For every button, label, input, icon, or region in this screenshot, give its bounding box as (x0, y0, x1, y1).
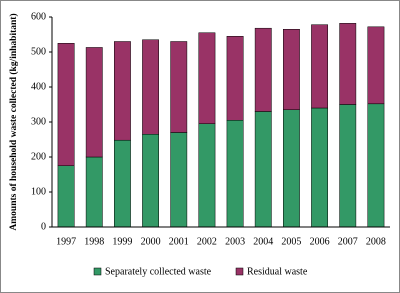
bar-segment (198, 123, 216, 228)
x-tick-label: 2001 (169, 236, 189, 247)
x-tick-label: 2000 (141, 236, 161, 247)
y-axis-label: Amounts of household waste collected (kg… (8, 13, 19, 230)
bar-segment (170, 132, 188, 228)
y-tick-label: 100 (31, 186, 46, 197)
bar-segment (57, 165, 75, 228)
y-tick-label: 600 (31, 11, 46, 22)
bar-segment (367, 103, 385, 228)
bar-segment (170, 41, 188, 133)
x-tick-label: 2006 (310, 236, 330, 247)
bar-segment (85, 47, 103, 158)
bar-segment (226, 36, 244, 121)
bar-segment (142, 134, 160, 228)
legend-swatch (235, 267, 244, 276)
bar-segment (282, 29, 300, 110)
x-tick-label: 1999 (112, 236, 132, 247)
x-tick-label: 2005 (281, 236, 301, 247)
legend-label: Residual waste (247, 266, 308, 277)
bar-segment (282, 109, 300, 228)
bar-segment (198, 32, 216, 124)
legend-label: Separately collected waste (105, 266, 212, 277)
bar-segment (113, 41, 131, 141)
y-tick-label: 0 (41, 221, 46, 232)
bar-segment (311, 107, 329, 228)
bar-segment (57, 43, 75, 166)
x-tick-label: 2002 (197, 236, 217, 247)
bar-segment (254, 27, 272, 112)
y-tick-label: 300 (31, 116, 46, 127)
bar-segment (85, 156, 103, 228)
y-tick-label: 400 (31, 81, 46, 92)
x-tick-label: 2007 (338, 236, 358, 247)
bar-segment (113, 139, 131, 228)
bar-segment (339, 104, 357, 228)
bar-segment (311, 24, 329, 109)
x-tick-label: 2008 (366, 236, 386, 247)
bar-segment (142, 39, 160, 135)
bar-segment (226, 120, 244, 228)
bar-segment (339, 23, 357, 105)
x-tick-label: 1997 (56, 236, 76, 247)
x-tick-label: 2004 (253, 236, 273, 247)
legend-swatch (93, 267, 102, 276)
y-tick-label: 200 (31, 151, 46, 162)
x-tick-label: 1998 (84, 236, 104, 247)
y-tick-label: 500 (31, 46, 46, 57)
bar-segment (367, 26, 385, 105)
bar-segment (254, 111, 272, 228)
x-tick-label: 2003 (225, 236, 245, 247)
